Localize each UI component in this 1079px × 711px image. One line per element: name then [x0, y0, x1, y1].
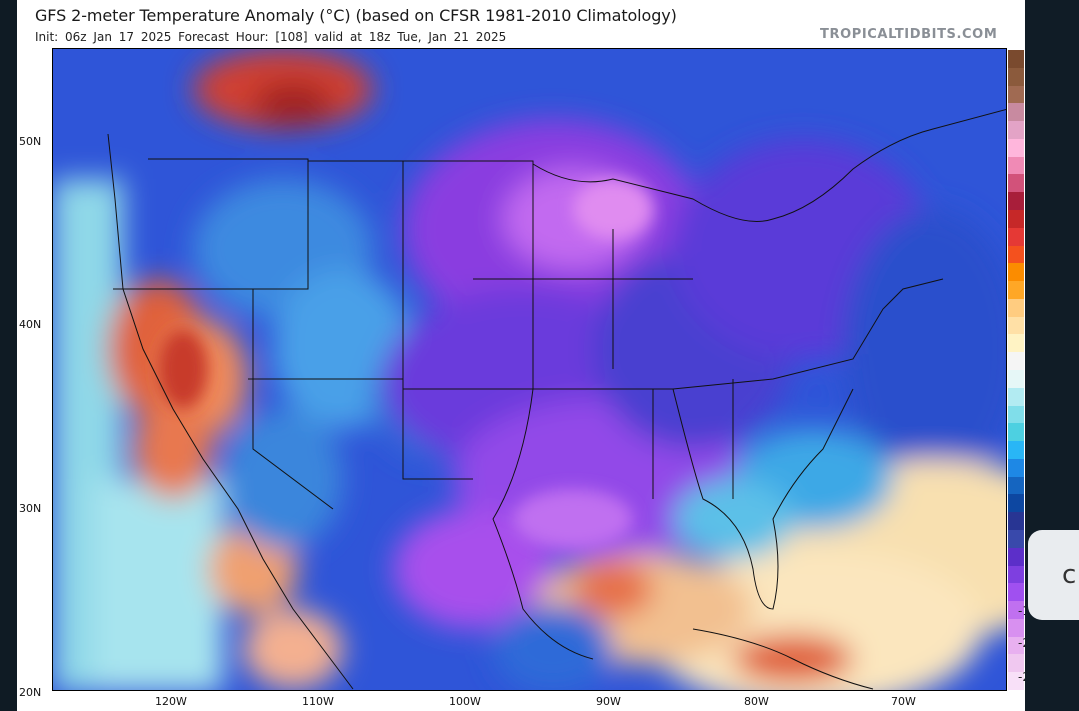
- anomaly-field: [53, 49, 1006, 690]
- colorbar-segment: [1008, 618, 1024, 638]
- colorbar-segment: [1008, 210, 1024, 229]
- lon-label-110w: 110W: [302, 695, 334, 708]
- colorbar-segment: [1008, 85, 1024, 104]
- lon-label-70w: 70W: [891, 695, 916, 708]
- colorbar-segment: [1008, 298, 1024, 318]
- colorbar-segment: [1008, 263, 1024, 282]
- colorbar-segment: [1008, 423, 1024, 442]
- colorbar-segment: [1008, 352, 1024, 371]
- brand-watermark: TROPICALTIDBITS.COM: [820, 27, 998, 42]
- colorbar-segment: [1008, 547, 1024, 567]
- colorbar-segment: [1008, 174, 1024, 193]
- colorbar-segment: [1008, 316, 1024, 335]
- lon-label-90w: 90W: [596, 695, 621, 708]
- colorbar-segment: [1008, 441, 1024, 460]
- colorbar-segment: [1008, 156, 1024, 175]
- colorbar-segment: [1008, 530, 1024, 549]
- lat-label-50n: 50N: [19, 135, 42, 148]
- colorbar-segment: [1008, 192, 1024, 211]
- colorbar-segment: [1008, 405, 1024, 424]
- colorbar-segment: [1008, 636, 1024, 655]
- colorbar-segment: [1008, 67, 1024, 87]
- overlay-card[interactable]: [1028, 530, 1079, 620]
- lon-label-120w: 120W: [155, 695, 187, 708]
- colorbar-segment: [1008, 334, 1024, 353]
- map-title: GFS 2-meter Temperature Anomaly (°C) (ba…: [35, 6, 677, 25]
- colorbar-segment: [1008, 121, 1024, 140]
- overlay-glyph: c: [1062, 560, 1077, 590]
- color-scale-bar: [1008, 50, 1024, 691]
- colorbar-segment: [1008, 583, 1024, 602]
- colorbar-segment: [1008, 476, 1024, 495]
- colorbar-segment: [1008, 103, 1024, 122]
- colorbar-segment: [1008, 387, 1024, 407]
- colorbar-segment: [1008, 138, 1024, 158]
- colorbar-segment: [1008, 227, 1024, 247]
- colorbar-segment: [1008, 370, 1024, 389]
- lon-label-80w: 80W: [744, 695, 769, 708]
- lon-label-100w: 100W: [449, 695, 481, 708]
- forecast-info: Init: 06z Jan 17 2025 Forecast Hour: [10…: [35, 30, 507, 44]
- colorbar-segment: [1008, 512, 1024, 531]
- lat-label-20n: 20N: [19, 686, 42, 699]
- colorbar-segment: [1008, 50, 1024, 69]
- colorbar-segment: [1008, 601, 1024, 620]
- colorbar-segment: [1008, 672, 1024, 691]
- colorbar-segment: [1008, 458, 1024, 478]
- colorbar-segment: [1008, 281, 1024, 300]
- colorbar-segment: [1008, 565, 1024, 584]
- colorbar-segment: [1008, 654, 1024, 673]
- colorbar-segment: [1008, 494, 1024, 513]
- lat-label-40n: 40N: [19, 318, 42, 331]
- colorbar-segment: [1008, 245, 1024, 264]
- lat-label-30n: 30N: [19, 502, 42, 515]
- temperature-anomaly-map: [52, 48, 1007, 691]
